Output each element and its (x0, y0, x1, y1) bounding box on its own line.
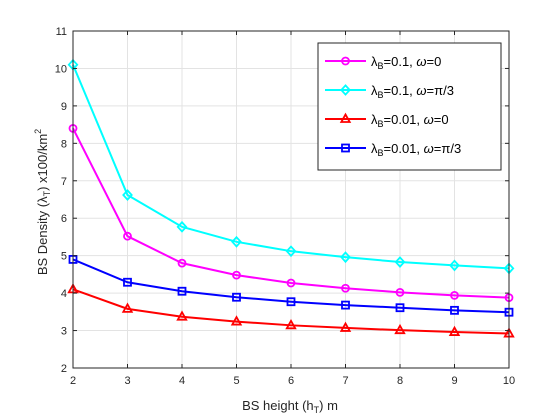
data-point (394, 256, 406, 268)
x-tick-label: 7 (342, 375, 348, 387)
data-point (286, 297, 296, 307)
data-point (450, 290, 459, 300)
data-point (122, 189, 133, 201)
data-point (231, 235, 242, 248)
data-point (339, 321, 352, 332)
y-tick-label: 9 (61, 101, 67, 113)
legend-item: λB=0.1, ω=π/3 (325, 83, 454, 100)
data-point (285, 245, 297, 258)
legend-marker (339, 112, 352, 123)
data-point (123, 231, 132, 241)
data-point (285, 318, 297, 330)
y-tick-label: 5 (61, 251, 67, 263)
x-tick-label: 2 (70, 375, 76, 387)
y-tick-label: 8 (61, 138, 67, 150)
y-tick-label: 11 (56, 26, 67, 38)
data-point (286, 278, 296, 288)
x-tick-label: 8 (397, 375, 403, 387)
legend-item: λB=0.01, ω=π/3 (325, 141, 461, 158)
data-point (450, 305, 459, 315)
legend-item: λB=0.01, ω=0 (325, 112, 449, 129)
legend-marker (341, 56, 350, 66)
tick-labels: 2 3 4 5 6 7 8 9 10 2 3 4 5 6 7 8 9 10 11 (55, 26, 515, 387)
y-tick-label: 3 (61, 326, 67, 338)
y-tick-label: 2 (61, 363, 67, 375)
data-point (121, 302, 134, 313)
series-line (72, 127, 510, 299)
series-line (72, 258, 510, 314)
legend-label: λB=0.1, ω=0 (371, 54, 441, 71)
series-0 (68, 123, 514, 303)
data-point (394, 323, 406, 335)
data-point (123, 277, 132, 287)
data-point (395, 303, 405, 313)
data-point (177, 258, 187, 268)
data-point (341, 283, 350, 293)
y-axis-label: BS Density (λT) x100/km2 (33, 129, 52, 275)
data-point (232, 292, 241, 302)
data-point (230, 315, 243, 326)
data-point (176, 310, 188, 321)
data-point (340, 251, 351, 264)
data-point (448, 325, 461, 336)
axis-ticks (72, 30, 510, 369)
data-point (177, 286, 187, 296)
data-point (176, 220, 188, 233)
data-point (395, 287, 405, 297)
series-line (72, 64, 510, 270)
x-tick-label: 6 (288, 375, 294, 387)
legend-marker (340, 84, 351, 96)
legend-label: λB=0.1, ω=π/3 (371, 83, 454, 100)
data-point (232, 270, 241, 280)
data-point (341, 300, 350, 310)
y-tick-label: 6 (61, 213, 67, 225)
legend-label: λB=0.01, ω=π/3 (371, 141, 461, 158)
y-tick-label: 4 (61, 288, 67, 300)
x-tick-label: 5 (233, 375, 239, 387)
legend-marker (341, 143, 350, 153)
legend-label: λB=0.01, ω=0 (371, 112, 449, 129)
x-tick-label: 4 (179, 375, 185, 387)
x-axis-label: BS height (hT) m (242, 398, 338, 415)
series-2 (67, 283, 515, 338)
series-line (72, 288, 510, 335)
data-series (67, 58, 515, 338)
legend: λB=0.1, ω=0 λB=0.1, ω=π/3 λB=0.01, ω=0 λB=0… (317, 42, 502, 171)
x-tick-label: 10 (503, 375, 515, 387)
x-tick-label: 3 (124, 375, 130, 387)
x-tick-label: 9 (451, 375, 457, 387)
y-tick-label: 10 (55, 63, 67, 75)
y-tick-label: 7 (61, 176, 67, 188)
data-point (449, 259, 460, 272)
legend-item: λB=0.1, ω=0 (325, 54, 441, 71)
